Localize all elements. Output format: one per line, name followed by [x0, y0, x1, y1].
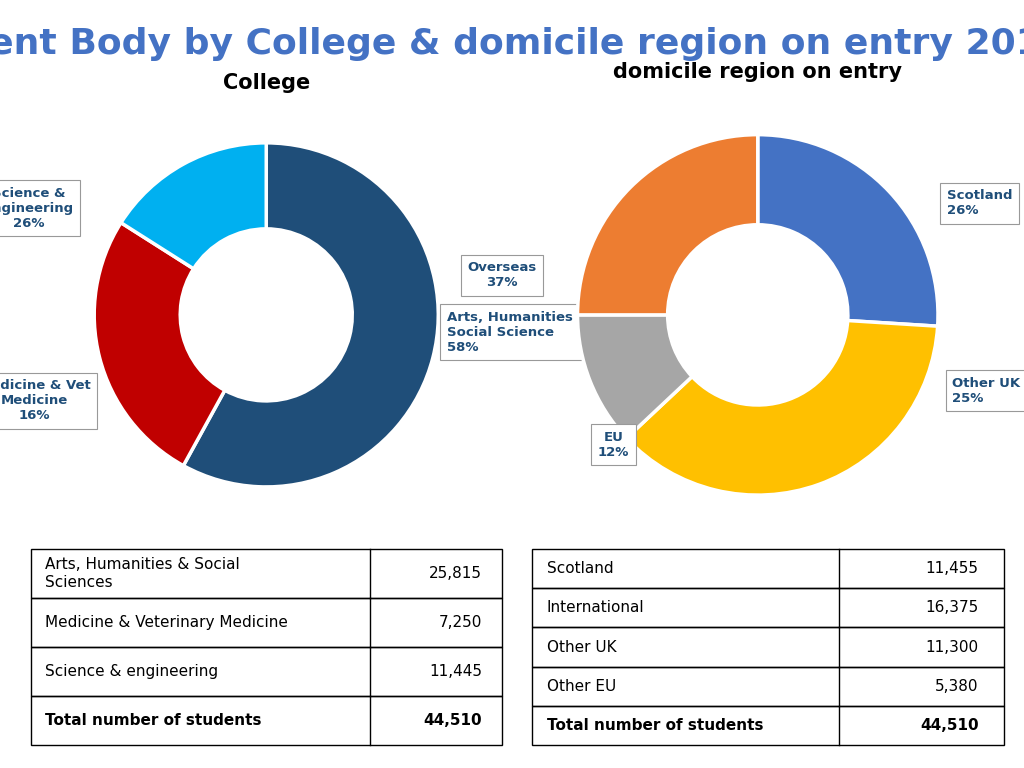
- Bar: [532, 627, 1004, 667]
- Bar: [532, 588, 1004, 627]
- Text: Other UK
25%: Other UK 25%: [952, 376, 1021, 405]
- Bar: [532, 549, 1004, 588]
- Text: 5,380: 5,380: [935, 679, 979, 694]
- Title: domicile region on entry: domicile region on entry: [613, 62, 902, 82]
- Text: Total number of students: Total number of students: [547, 718, 763, 733]
- Text: Total number of students: Total number of students: [45, 713, 261, 728]
- Bar: [532, 706, 1004, 745]
- Text: 44,510: 44,510: [921, 718, 979, 733]
- Bar: [31, 696, 502, 745]
- Wedge shape: [758, 134, 938, 326]
- Text: 7,250: 7,250: [438, 615, 482, 630]
- Text: International: International: [547, 601, 644, 615]
- Bar: [532, 667, 1004, 706]
- Text: 16,375: 16,375: [926, 601, 979, 615]
- Wedge shape: [627, 320, 938, 495]
- Text: Student Body by College & domicile region on entry 2019/20: Student Body by College & domicile regio…: [0, 27, 1024, 61]
- Text: Medicine & Veterinary Medicine: Medicine & Veterinary Medicine: [45, 615, 288, 630]
- Text: Overseas
37%: Overseas 37%: [467, 261, 537, 290]
- Bar: [31, 598, 502, 647]
- Text: 11,300: 11,300: [926, 640, 979, 654]
- Wedge shape: [578, 315, 692, 439]
- Text: 11,455: 11,455: [926, 561, 979, 576]
- Wedge shape: [578, 134, 758, 315]
- Text: Scotland
26%: Scotland 26%: [947, 189, 1013, 217]
- Bar: [31, 647, 502, 696]
- Title: College: College: [222, 73, 310, 93]
- Text: 44,510: 44,510: [423, 713, 482, 728]
- Text: Arts, Humanities &
Social Science
58%: Arts, Humanities & Social Science 58%: [446, 310, 589, 353]
- Text: EU
12%: EU 12%: [598, 431, 630, 458]
- Wedge shape: [183, 143, 438, 487]
- Text: 25,815: 25,815: [429, 566, 482, 581]
- Wedge shape: [94, 223, 225, 465]
- Text: Science & engineering: Science & engineering: [45, 664, 218, 679]
- Text: Arts, Humanities & Social
Sciences: Arts, Humanities & Social Sciences: [45, 558, 240, 590]
- Text: Medicine & Vet
Medicine
16%: Medicine & Vet Medicine 16%: [0, 379, 90, 422]
- Text: Science &
Engineering
26%: Science & Engineering 26%: [0, 187, 74, 230]
- Wedge shape: [121, 143, 266, 269]
- Text: Other UK: Other UK: [547, 640, 616, 654]
- Text: Other EU: Other EU: [547, 679, 615, 694]
- Text: 11,445: 11,445: [429, 664, 482, 679]
- Bar: [31, 549, 502, 598]
- Text: Scotland: Scotland: [547, 561, 613, 576]
